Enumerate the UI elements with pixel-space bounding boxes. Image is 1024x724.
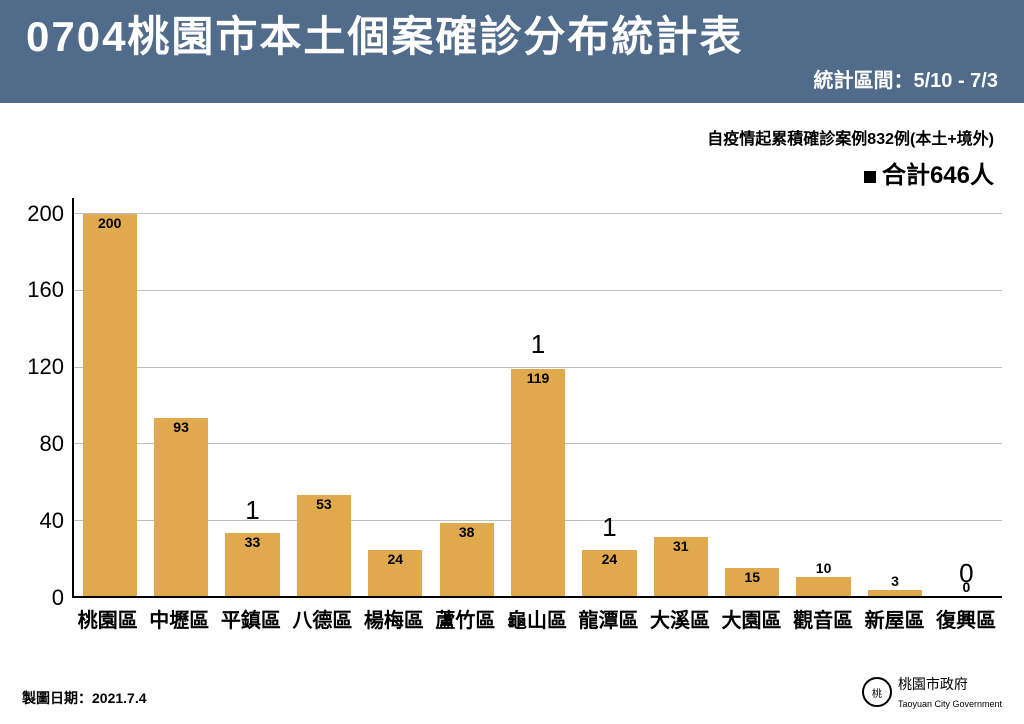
bar-value-label: 3 — [891, 574, 899, 588]
bar-slot: 31 — [645, 198, 716, 596]
y-tick-label: 80 — [16, 431, 64, 457]
x-tick-label: 平鎮區 — [215, 604, 287, 633]
bar-value-label: 24 — [602, 552, 618, 566]
bar-value-label: 10 — [816, 561, 832, 575]
bar-value-label: 53 — [316, 497, 332, 511]
cumulative-note: 自疫情起累積確診案例832例(本土+境外) — [0, 103, 1024, 149]
bar-value-label: 119 — [527, 371, 550, 385]
legend-text: 合計646人 — [882, 162, 994, 189]
bar-slot: 119 1 — [502, 198, 573, 596]
seal-icon: 桃 — [862, 677, 892, 707]
bar-slot: 15 — [717, 198, 788, 596]
x-tick-label: 新屋區 — [859, 604, 931, 633]
bar: 93 — [154, 418, 208, 596]
x-tick-label: 觀音區 — [787, 604, 859, 633]
legend-marker-icon — [864, 171, 876, 183]
footer: 製圖日期：2021.7.4 桃 桃園市政府 Taoyuan City Gover… — [22, 688, 1002, 708]
bar-slot: 24 1 — [574, 198, 645, 596]
org-name: 桃園市政府 — [898, 676, 968, 692]
bar: 33 — [225, 533, 279, 596]
x-tick-label: 龍潭區 — [573, 604, 645, 633]
bar: 31 — [654, 537, 708, 596]
x-axis-labels: 桃園區中壢區平鎮區八德區楊梅區蘆竹區龜山區龍潭區大溪區大園區觀音區新屋區復興區 — [72, 604, 1002, 633]
bar-slot: 10 — [788, 198, 859, 596]
x-tick-label: 復興區 — [930, 604, 1002, 633]
bar-value-label: 93 — [173, 420, 189, 434]
bar: 24 — [582, 550, 636, 596]
footer-org: 桃 桃園市政府 Taoyuan City Government — [862, 674, 1002, 710]
y-tick-label: 160 — [16, 277, 64, 303]
bar-value-label: 38 — [459, 525, 475, 539]
x-tick-label: 大溪區 — [644, 604, 716, 633]
x-tick-label: 八德區 — [287, 604, 359, 633]
bar: 200 — [83, 214, 137, 597]
y-tick-label: 0 — [16, 585, 64, 611]
bar-value-label: 15 — [744, 570, 760, 584]
x-tick-label: 中壢區 — [144, 604, 216, 633]
bar: 24 — [368, 550, 422, 596]
bar: 38 — [440, 523, 494, 596]
org-name-en: Taoyuan City Government — [898, 699, 1002, 709]
x-tick-label: 桃園區 — [72, 604, 144, 633]
bar: 53 — [297, 495, 351, 596]
bar: 3 — [868, 590, 922, 596]
y-tick-label: 40 — [16, 508, 64, 534]
bar: 119 — [511, 369, 565, 597]
bar-value-label: 33 — [245, 535, 261, 549]
bars-container: 200 93 33 1 53 24 38 119 1 24 1 31 15 10 3 00 — [74, 198, 1002, 596]
bar-slot: 200 — [74, 198, 145, 596]
bar-callout: 0 — [959, 558, 973, 589]
bar-slot: 00 — [931, 198, 1002, 596]
page-title: 0704桃園市本土個案確診分布統計表 — [26, 14, 998, 60]
bar-value-label: 24 — [387, 552, 403, 566]
x-tick-label: 楊梅區 — [358, 604, 430, 633]
period-label: 統計區間：5/10 - 7/3 — [26, 64, 998, 93]
bar-slot: 3 — [859, 198, 930, 596]
bar-slot: 33 1 — [217, 198, 288, 596]
x-tick-label: 大園區 — [716, 604, 788, 633]
legend-total: 合計646人 — [0, 149, 1024, 190]
bar-callout: 1 — [602, 512, 616, 543]
footer-date: 製圖日期：2021.7.4 — [22, 690, 147, 706]
bar-slot: 53 — [288, 198, 359, 596]
bar-slot: 93 — [145, 198, 216, 596]
header-banner: 0704桃園市本土個案確診分布統計表 統計區間：5/10 - 7/3 — [0, 0, 1024, 103]
bar: 10 — [796, 577, 850, 596]
bar-value-label: 200 — [98, 216, 121, 230]
x-tick-label: 龜山區 — [501, 604, 573, 633]
y-tick-label: 200 — [16, 201, 64, 227]
bar-callout: 1 — [245, 495, 259, 526]
plot-area: 200 93 33 1 53 24 38 119 1 24 1 31 15 10 3 00 — [72, 198, 1002, 598]
bar: 15 — [725, 568, 779, 597]
bar-slot: 24 — [360, 198, 431, 596]
bar-value-label: 31 — [673, 539, 689, 553]
bar-callout: 1 — [531, 329, 545, 360]
bar-chart: 200933315324381191241311510300 040801201… — [72, 198, 1002, 598]
x-tick-label: 蘆竹區 — [430, 604, 502, 633]
bar-slot: 38 — [431, 198, 502, 596]
y-tick-label: 120 — [16, 354, 64, 380]
